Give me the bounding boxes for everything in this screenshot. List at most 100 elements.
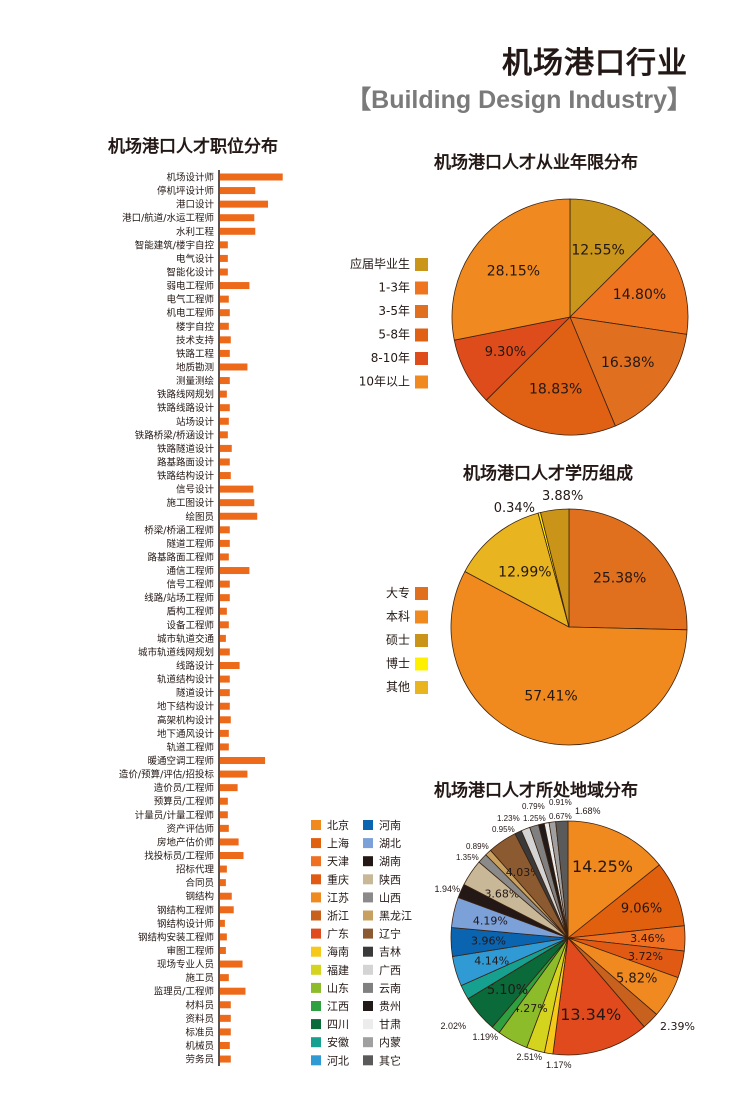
- bar-label: 找投标员/工程师: [144, 850, 214, 862]
- legend-swatch: [363, 1055, 373, 1066]
- bar-label: 路基路面设计: [157, 456, 215, 468]
- bar-label: 隧道设计: [176, 687, 215, 699]
- bar: [220, 322, 229, 330]
- pie-slice: [569, 198, 655, 318]
- bar: [220, 784, 238, 792]
- bar-label: 铁路结构设计: [157, 470, 215, 482]
- pie-slice: [569, 316, 688, 427]
- legend-swatch: [311, 856, 321, 867]
- bar-label: 隧道工程师: [166, 538, 214, 550]
- legend-swatch: [415, 657, 428, 671]
- bar: [220, 838, 239, 846]
- pie-data-label: 4.19%: [473, 914, 508, 927]
- pie-data-label: 3.68%: [484, 888, 519, 901]
- pie-data-label: 57.41%: [524, 688, 577, 704]
- legend-swatch: [363, 1019, 373, 1030]
- bar-label: 钢结构安装工程师: [138, 931, 214, 943]
- bar-label: 弱电工程师: [166, 280, 214, 292]
- bar-label: 电气设计: [176, 253, 215, 265]
- legend-swatch: [363, 874, 373, 885]
- bar: [220, 295, 229, 303]
- legend-label: 1-3年: [378, 281, 410, 295]
- bar: [220, 349, 230, 357]
- pie-data-label: 9.06%: [621, 901, 662, 916]
- legend-label: 北京: [327, 818, 349, 832]
- bar: [220, 933, 227, 941]
- pie-slice: [552, 937, 645, 1056]
- bar-label: 机电工程师: [166, 307, 214, 319]
- bar: [220, 363, 248, 371]
- pie-data-label: 0.89%: [466, 842, 489, 851]
- legend-label: 广东: [327, 928, 349, 941]
- bar: [220, 336, 231, 344]
- pie-data-label: 9.30%: [485, 345, 526, 360]
- bar: [220, 879, 226, 887]
- legend-label: 湖南: [379, 855, 401, 868]
- pie-data-label: 12.99%: [498, 565, 551, 581]
- legend-swatch: [415, 258, 428, 271]
- legend-swatch: [415, 328, 428, 342]
- bar: [220, 662, 240, 670]
- bar-label: 审图工程师: [166, 945, 214, 957]
- pie-data-label: 3.96%: [471, 935, 506, 948]
- bar-label: 合同员: [185, 877, 214, 889]
- legend-swatch: [311, 820, 321, 830]
- bar-label: 钢结构: [185, 891, 214, 903]
- legend-swatch: [363, 1037, 373, 1048]
- pie-slice: [485, 316, 616, 436]
- bar-label: 机械员: [185, 1040, 214, 1052]
- bar: [220, 648, 230, 656]
- bar: [220, 512, 258, 520]
- bar-label: 预算员/工程师: [154, 796, 214, 808]
- bar-label: 现场专业人员: [157, 959, 214, 971]
- pie-data-label: 3.72%: [628, 950, 663, 963]
- bar-label: 招标代理: [176, 864, 215, 876]
- bar-label: 智能建筑/楼宇自控: [135, 239, 215, 251]
- bar: [220, 526, 230, 534]
- bar: [220, 187, 256, 195]
- legend-label: 博士: [386, 656, 410, 671]
- pie-data-label: 3.46%: [630, 932, 665, 945]
- pie-slice: [555, 820, 569, 939]
- pie-data-label: 14.25%: [572, 857, 633, 876]
- bar: [220, 960, 243, 968]
- legend-swatch: [311, 874, 321, 885]
- legend-label: 陕西: [379, 872, 401, 886]
- bar: [220, 634, 226, 642]
- legend-swatch: [415, 281, 428, 295]
- legend-label: 四川: [327, 1018, 349, 1031]
- legend-label: 辽宁: [379, 927, 401, 941]
- legend-swatch: [415, 610, 428, 624]
- bar-label: 站场设计: [176, 416, 215, 428]
- legend-label: 内蒙: [379, 1035, 401, 1049]
- bar: [220, 1028, 231, 1036]
- pie-data-label: 5.10%: [487, 983, 528, 998]
- legend-label: 硕士: [386, 633, 410, 647]
- pie-data-label: 1.68%: [575, 806, 601, 816]
- bar: [220, 282, 250, 290]
- bar: [220, 404, 230, 412]
- bar-label: 材料员: [185, 999, 214, 1011]
- bar-label: 城市轨道线网规划: [138, 646, 214, 658]
- bar-label: 暖通空调工程师: [147, 755, 214, 767]
- bar-label: 线路/站场工程师: [144, 592, 214, 604]
- legend-label: 8-10年: [371, 351, 410, 365]
- bar-label: 通信工程师: [166, 565, 214, 577]
- legend-swatch: [415, 681, 428, 694]
- legend-swatch: [415, 375, 428, 389]
- pie-data-label: 1.17%: [546, 1060, 572, 1070]
- experience-chart-title: 机场港口人才从业年限分布: [434, 153, 638, 173]
- bar-label: 机场设计师: [166, 172, 214, 184]
- bar-label: 地质勘测: [176, 361, 214, 373]
- pie-data-label: 0.95%: [492, 825, 515, 834]
- pie-data-label: 2.39%: [660, 1020, 695, 1033]
- pie-data-label: 1.23%: [497, 814, 520, 823]
- legend-swatch: [311, 910, 321, 921]
- bar-label: 信号工程师: [166, 579, 214, 591]
- legend-swatch: [363, 946, 373, 957]
- legend-label: 上海: [327, 836, 349, 850]
- bar-label: 线路设计: [176, 660, 215, 672]
- bar: [220, 309, 230, 317]
- bar: [220, 811, 228, 819]
- bar: [220, 824, 229, 832]
